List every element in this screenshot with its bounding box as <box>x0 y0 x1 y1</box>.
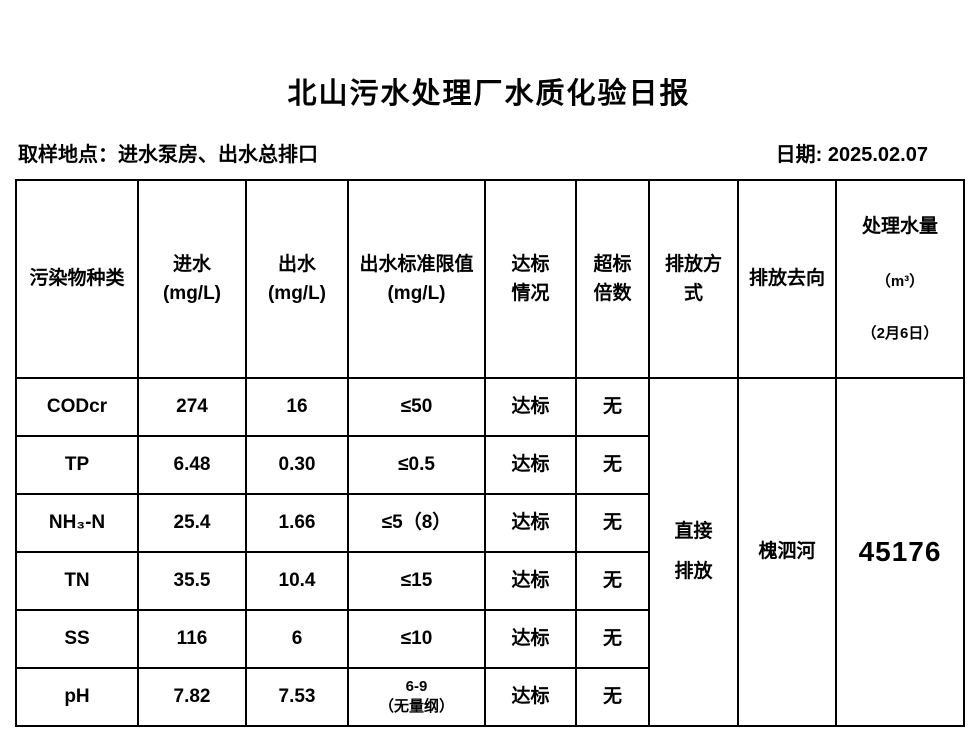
cell-limit: 6-9 （无量纲） <box>347 667 486 728</box>
report-title: 北山污水处理厂水质化验日报 <box>287 78 691 110</box>
cell-discharge-destination: 槐泗河 <box>737 377 837 728</box>
cell-inlet: 274 <box>137 377 247 438</box>
header-treated-volume-unit: （m³） <box>875 273 925 291</box>
cell-treated-volume: 45176 <box>835 377 965 728</box>
table-row-codcr: CODcr 274 16 ≤50 达标 无 直接 排放 槐泗河 45176 <box>15 377 965 728</box>
header-status: 达标 情况 <box>484 178 577 380</box>
table-row-nh3n: NH₃-N 25.4 1.66 ≤5（8） 达标 无 <box>15 493 964 554</box>
cell-limit: ≤15 <box>347 551 486 612</box>
header-exceed: 超标 倍数 <box>575 178 650 380</box>
report-page: 北山污水处理厂水质化验日报 取样地点：进水泵房、出水总排口 日期: 2025.0… <box>0 70 978 734</box>
cell-status: 达标 <box>484 551 577 612</box>
cell-inlet: 116 <box>137 609 247 670</box>
cell-status: 达标 <box>484 435 577 496</box>
table-header-row: 污染物种类 进水 (mg/L) 出水 (mg/L) 出水标准限值 (mg/L) … <box>15 178 965 380</box>
header-treated-volume-date: （2月6日） <box>861 325 939 343</box>
header-outlet: 出水 (mg/L) <box>245 178 349 380</box>
header-discharge-method: 排放方 式 <box>648 178 739 380</box>
cell-exceed: 无 <box>575 667 650 728</box>
header-discharge-destination: 排放去向 <box>737 178 837 380</box>
cell-outlet: 7.53 <box>245 667 349 728</box>
cell-outlet: 6 <box>245 609 349 670</box>
header-treated-volume: 处理水量 （m³） （2月6日） <box>835 178 965 380</box>
cell-status: 达标 <box>484 493 577 554</box>
table-row-ph: pH 7.82 7.53 6-9 （无量纲） 达标 无 <box>15 667 964 728</box>
cell-outlet: 0.30 <box>245 435 349 496</box>
cell-pollutant: TN <box>15 551 139 612</box>
cell-inlet: 25.4 <box>137 493 247 554</box>
table-row-tp: TP 6.48 0.30 ≤0.5 达标 无 <box>15 435 964 496</box>
cell-limit: ≤0.5 <box>347 435 486 496</box>
cell-status: 达标 <box>484 609 577 670</box>
cell-limit: ≤10 <box>347 609 486 670</box>
table-row-tn: TN 35.5 10.4 ≤15 达标 无 <box>15 551 964 612</box>
cell-pollutant: SS <box>15 609 139 670</box>
cell-outlet: 16 <box>245 377 349 438</box>
cell-status: 达标 <box>484 667 577 728</box>
cell-pollutant: NH₃-N <box>15 493 139 554</box>
header-treated-volume-title: 处理水量 <box>861 216 938 238</box>
cell-discharge-method: 直接 排放 <box>648 377 739 728</box>
header-pollutant: 污染物种类 <box>15 178 139 380</box>
cell-exceed: 无 <box>575 435 650 496</box>
meta-row: 取样地点：进水泵房、出水总排口 日期: 2025.02.07 <box>15 138 963 167</box>
cell-limit: ≤50 <box>347 377 486 438</box>
cell-inlet: 35.5 <box>137 551 247 612</box>
cell-inlet: 7.82 <box>137 667 247 728</box>
cell-pollutant: CODcr <box>15 377 139 438</box>
header-inlet: 进水 (mg/L) <box>137 178 247 380</box>
cell-exceed: 无 <box>575 551 650 612</box>
report-date: 日期: 2025.02.07 <box>775 144 928 166</box>
cell-exceed: 无 <box>575 493 650 554</box>
sampling-location: 取样地点：进水泵房、出水总排口 <box>18 144 318 166</box>
cell-status: 达标 <box>484 377 577 438</box>
water-quality-table: 污染物种类 进水 (mg/L) 出水 (mg/L) 出水标准限值 (mg/L) … <box>15 178 965 728</box>
cell-limit: ≤5（8） <box>347 493 486 554</box>
cell-exceed: 无 <box>575 377 650 438</box>
cell-pollutant: pH <box>15 667 139 728</box>
cell-exceed: 无 <box>575 609 650 670</box>
cell-inlet: 6.48 <box>137 435 247 496</box>
header-limit: 出水标准限值 (mg/L) <box>347 178 486 380</box>
cell-outlet: 1.66 <box>245 493 349 554</box>
table-row-ss: SS 116 6 ≤10 达标 无 <box>15 609 964 670</box>
cell-outlet: 10.4 <box>245 551 349 612</box>
cell-pollutant: TP <box>15 435 139 496</box>
